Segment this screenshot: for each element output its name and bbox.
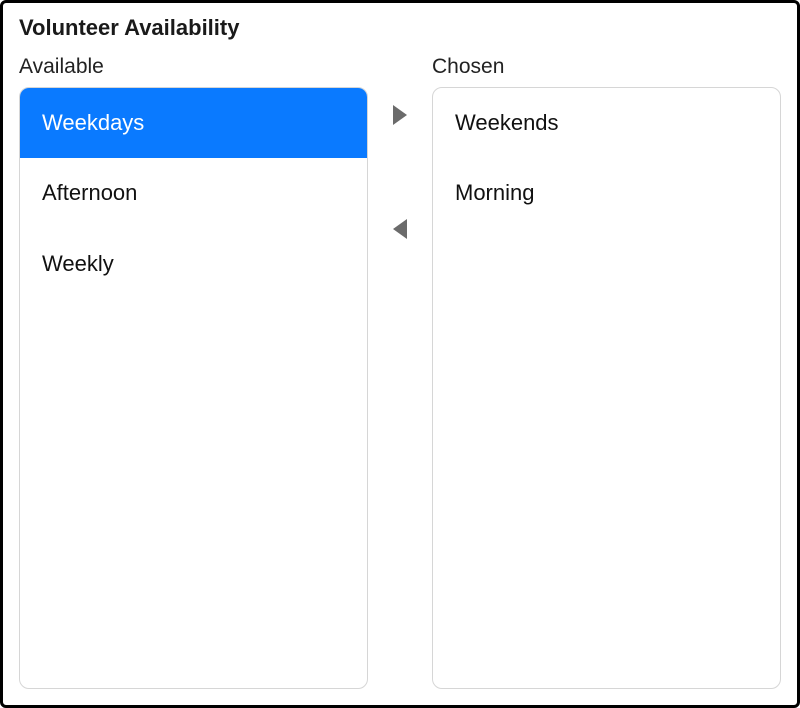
chosen-listbox[interactable]: WeekendsMorning — [432, 87, 781, 689]
list-item[interactable]: Weekends — [433, 88, 780, 158]
move-right-button[interactable] — [386, 101, 414, 129]
picker-row: Available WeekdaysAfternoonWeekly Chosen… — [19, 55, 781, 689]
chevron-left-icon — [391, 218, 409, 240]
available-listbox[interactable]: WeekdaysAfternoonWeekly — [19, 87, 368, 689]
list-item[interactable]: Morning — [433, 158, 780, 228]
list-item[interactable]: Weekdays — [20, 88, 367, 158]
dual-listbox-container: Volunteer Availability Available Weekday… — [0, 0, 800, 708]
move-left-button[interactable] — [386, 215, 414, 243]
chosen-column: Chosen WeekendsMorning — [432, 55, 781, 689]
chevron-right-icon — [391, 104, 409, 126]
chosen-label: Chosen — [432, 55, 781, 79]
available-label: Available — [19, 55, 368, 79]
list-item[interactable]: Weekly — [20, 229, 367, 299]
section-title: Volunteer Availability — [19, 15, 781, 41]
available-column: Available WeekdaysAfternoonWeekly — [19, 55, 368, 689]
transfer-controls — [368, 55, 432, 689]
list-item[interactable]: Afternoon — [20, 158, 367, 228]
